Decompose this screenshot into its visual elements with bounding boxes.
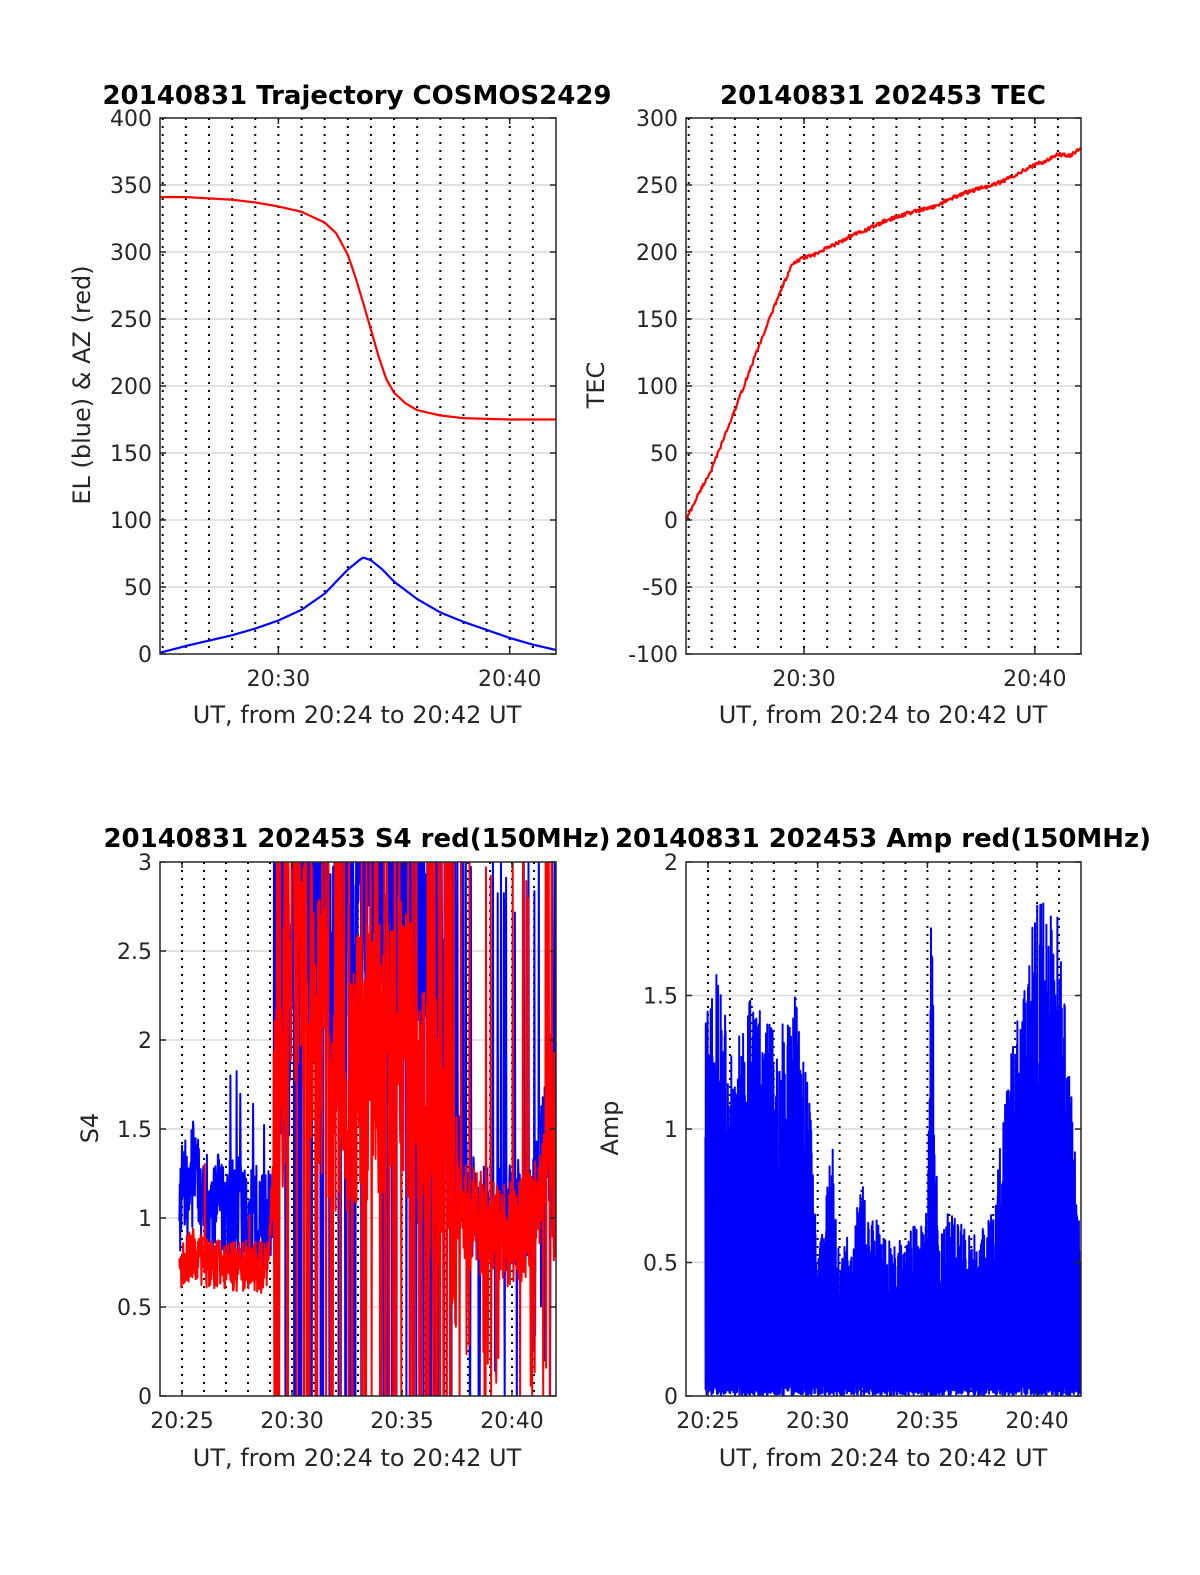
trajectory-ytick-label: 150 <box>110 442 152 467</box>
s4-title: 20140831 202453 S4 red(150MHz) <box>103 824 610 854</box>
amp-ytick-label: 0 <box>664 1385 678 1410</box>
tec-ytick-label: 0 <box>664 509 678 534</box>
amp-xtick-label: 20:30 <box>786 1409 849 1434</box>
s4-xlabel: UT, from 20:24 to 20:42 UT <box>193 1444 522 1472</box>
tec-panel: 20140831 202453 TEC UT, from 20:24 to 20… <box>582 81 1082 729</box>
amp-ytick-label: 1.5 <box>643 985 678 1010</box>
amp-ytick-label: 1 <box>664 1118 678 1143</box>
s4-ytick-label: 0 <box>138 1385 152 1410</box>
tec-ytick-label: -50 <box>642 576 678 601</box>
trajectory-ytick-label: 100 <box>110 509 152 534</box>
amp-series-blue-line <box>704 902 1081 1396</box>
amp-xtick-label: 20:40 <box>1005 1409 1068 1434</box>
tec-ytick-label: -100 <box>628 643 678 668</box>
tec-series-red-line <box>686 147 1081 522</box>
amp-xlabel: UT, from 20:24 to 20:42 UT <box>719 1444 1048 1472</box>
trajectory-ytick-label: 250 <box>110 308 152 333</box>
tec-ytick-label: 250 <box>636 174 678 199</box>
trajectory-ytick-label: 50 <box>124 576 152 601</box>
amp-xtick-label: 20:35 <box>896 1409 959 1434</box>
trajectory-ytick-label: 400 <box>110 107 152 132</box>
s4-xtick-label: 20:35 <box>370 1409 433 1434</box>
s4-xtick-label: 20:25 <box>150 1409 213 1434</box>
tec-ytick-label: 50 <box>650 442 678 467</box>
s4-ytick-label: 1.5 <box>117 1118 152 1143</box>
trajectory-xtick-label: 20:30 <box>247 667 310 692</box>
trajectory-ytick-label: 200 <box>110 375 152 400</box>
s4-ytick-label: 1 <box>138 1207 152 1232</box>
trajectory-ytick-label: 350 <box>110 174 152 199</box>
trajectory-xlabel: UT, from 20:24 to 20:42 UT <box>193 701 522 729</box>
amp-xtick-label: 20:25 <box>676 1409 739 1434</box>
tec-xlabel: UT, from 20:24 to 20:42 UT <box>719 701 1048 729</box>
tec-ytick-label: 150 <box>636 308 678 333</box>
s4-xtick-label: 20:40 <box>480 1409 543 1434</box>
trajectory-title: 20140831 Trajectory COSMOS2429 <box>102 81 611 111</box>
s4-ylabel: S4 <box>76 1113 104 1144</box>
s4-ytick-label: 0.5 <box>117 1296 152 1321</box>
amp-ytick-label: 0.5 <box>643 1252 678 1277</box>
trajectory-series-red-line <box>160 196 556 421</box>
tec-xtick-label: 20:40 <box>1003 667 1066 692</box>
tec-xtick-label: 20:30 <box>772 667 835 692</box>
trajectory-series-blue-line <box>160 556 556 654</box>
s4-xtick-label: 20:30 <box>260 1409 323 1434</box>
tec-ytick-label: 100 <box>636 375 678 400</box>
trajectory-panel: 20140831 Trajectory COSMOS2429 UT, from … <box>68 81 612 729</box>
amp-ylabel: Amp <box>596 1100 624 1155</box>
amp-panel: 20140831 202453 Amp red(150MHz) UT, from… <box>596 824 1151 1472</box>
s4-panel: 20140831 202453 S4 red(150MHz) UT, from … <box>76 824 611 1472</box>
trajectory-ytick-label: 0 <box>138 643 152 668</box>
amp-ytick-label: 2 <box>664 851 678 876</box>
tec-ytick-label: 200 <box>636 241 678 266</box>
amp-title: 20140831 202453 Amp red(150MHz) <box>615 824 1151 854</box>
s4-ytick-label: 3 <box>138 851 152 876</box>
trajectory-ylabel: EL (blue) & AZ (red) <box>68 265 96 504</box>
s4-ytick-label: 2.5 <box>117 940 152 965</box>
tec-ytick-label: 300 <box>636 107 678 132</box>
s4-ytick-label: 2 <box>138 1029 152 1054</box>
trajectory-ytick-label: 300 <box>110 241 152 266</box>
tec-title: 20140831 202453 TEC <box>720 81 1046 111</box>
s4-series-red-line <box>178 862 556 1396</box>
tec-ylabel: TEC <box>582 362 610 410</box>
trajectory-xtick-label: 20:40 <box>478 667 541 692</box>
